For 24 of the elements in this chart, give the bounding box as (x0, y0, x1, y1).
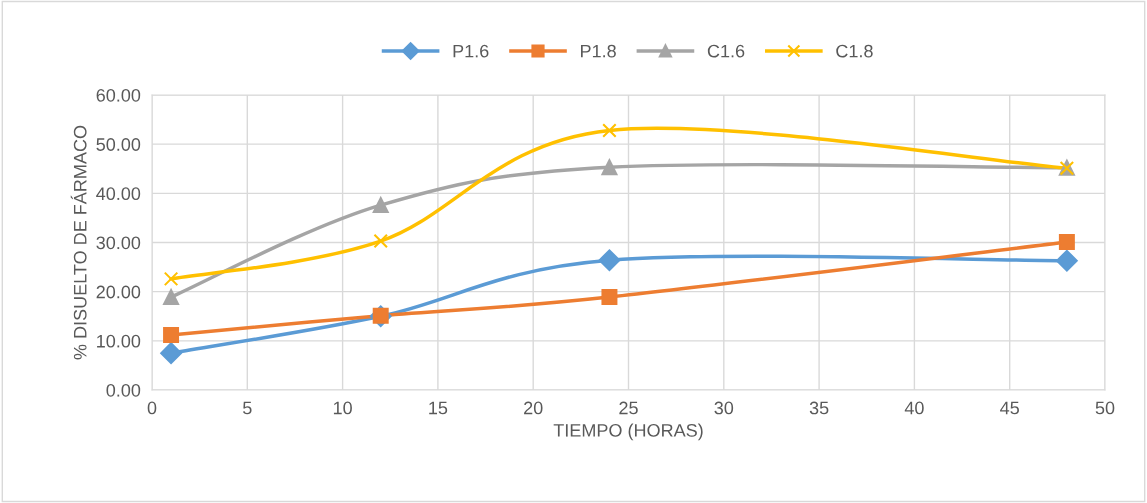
x-tick-label: 5 (243, 401, 252, 415)
y-tick-label: 40.00 (96, 187, 141, 201)
x-tick-label: 35 (809, 401, 829, 415)
x-tick-label: 40 (904, 401, 924, 415)
legend-label: C1.8 (836, 44, 873, 58)
y-tick-label: 30.00 (96, 236, 141, 250)
y-tick-label: 20.00 (96, 285, 141, 299)
x-tick-label: 20 (524, 401, 543, 415)
x-tick-label: 15 (429, 401, 448, 415)
y-tick-label: 0.00 (106, 383, 141, 397)
y-axis-title: % DISUELTO DE FÁRMACO (70, 125, 87, 360)
y-tick-label: 60.00 (96, 88, 141, 102)
x-axis-title: TIEMPO (HORAS) (553, 423, 703, 441)
x-tick-label: 50 (1095, 401, 1115, 415)
x-tick-label: 45 (1000, 401, 1019, 415)
x-tick-label: 0 (147, 401, 157, 415)
legend-label: P1.6 (453, 44, 489, 58)
legend-label: C1.6 (707, 44, 745, 58)
legend-label: P1.8 (581, 44, 616, 58)
x-tick-label: 10 (333, 401, 352, 415)
y-tick-label: 50.00 (96, 138, 141, 151)
x-tick-label: 25 (619, 401, 638, 415)
y-tick-label: 10.00 (97, 334, 141, 348)
x-tick-label: 30 (714, 401, 734, 415)
